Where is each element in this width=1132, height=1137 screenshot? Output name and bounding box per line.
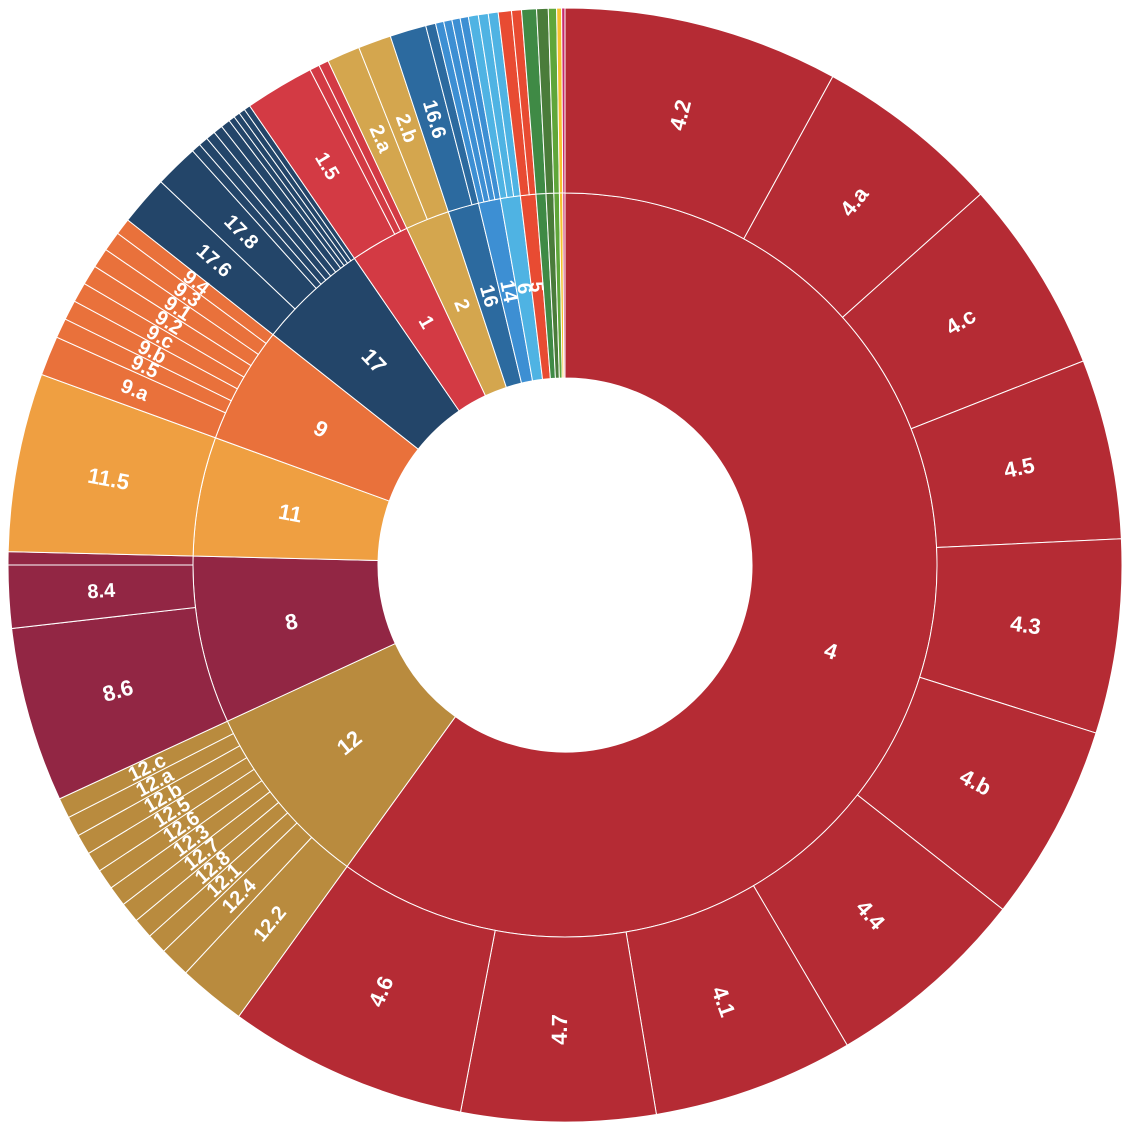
sector-label-6: 6 <box>512 281 535 295</box>
sector-label-8: 8 <box>283 608 300 635</box>
sector-label-4-7: 4.7 <box>547 1014 572 1045</box>
sector-label-8-4: 8.4 <box>87 580 117 604</box>
sector-label-11: 11 <box>277 499 304 528</box>
sector-label-14: 14 <box>495 278 521 305</box>
inner-ring <box>192 192 938 938</box>
sector-label-4-3: 4.3 <box>1009 611 1043 640</box>
sector-10-a <box>561 7 566 194</box>
sector-label-4-5: 4.5 <box>1002 452 1037 483</box>
sector-label-5: 5 <box>526 281 548 294</box>
outer-ring <box>7 7 1123 1123</box>
